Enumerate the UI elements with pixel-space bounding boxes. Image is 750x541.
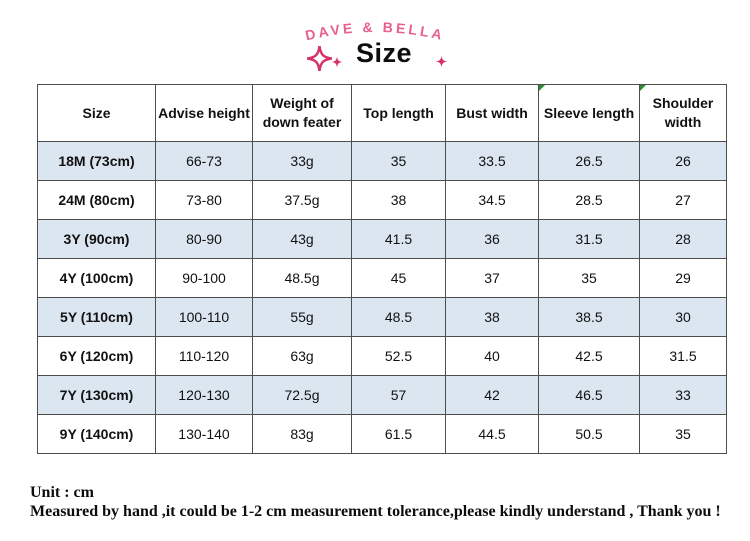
value-cell: 80-90 [155,219,253,259]
page-title: Size [355,38,413,68]
value-cell: 110-120 [155,336,253,376]
value-cell: 40 [445,336,539,376]
table-row: 4Y (100cm) 90-100 48.5g 45 37 35 29 [37,258,727,298]
value-cell: 31.5 [538,219,640,259]
value-cell: 33g [252,141,352,181]
cell-flag-icon [539,85,545,91]
value-cell: 33 [639,375,727,415]
column-header-top-length: Top length [351,84,446,142]
value-cell: 33.5 [445,141,539,181]
size-cell: 18M (73cm) [37,141,156,181]
value-cell: 83g [252,414,352,454]
size-cell: 3Y (90cm) [37,219,156,259]
value-cell: 66-73 [155,141,253,181]
value-cell: 38 [351,180,446,220]
value-cell: 46.5 [538,375,640,415]
sparkle-icon [306,45,333,72]
value-cell: 44.5 [445,414,539,454]
footer-note: Unit : cm Measured by hand ,it could be … [30,483,740,521]
value-cell: 90-100 [155,258,253,298]
value-cell: 35 [538,258,640,298]
brand-arc: DAVE & BELLA [304,19,444,43]
value-cell: 37.5g [252,180,352,220]
value-cell: 100-110 [155,297,253,337]
value-cell: 30 [639,297,727,337]
cell-flag-icon [640,85,646,91]
value-cell: 63g [252,336,352,376]
value-cell: 29 [639,258,727,298]
value-cell: 55g [252,297,352,337]
value-cell: 37 [445,258,539,298]
column-header-bust-width: Bust width [445,84,539,142]
value-cell: 38.5 [538,297,640,337]
value-cell: 130-140 [155,414,253,454]
table-row: 24M (80cm) 73-80 37.5g 38 34.5 28.5 27 [37,180,727,220]
value-cell: 61.5 [351,414,446,454]
value-cell: 57 [351,375,446,415]
value-cell: 72.5g [252,375,352,415]
value-cell: 50.5 [538,414,640,454]
value-cell: 41.5 [351,219,446,259]
value-cell: 43g [252,219,352,259]
value-cell: 26.5 [538,141,640,181]
value-cell: 35 [351,141,446,181]
size-cell: 4Y (100cm) [37,258,156,298]
value-cell: 34.5 [445,180,539,220]
size-cell: 9Y (140cm) [37,414,156,454]
size-table: Size Advise height Weight of down feater… [37,84,727,454]
value-cell: 48.5g [252,258,352,298]
column-header-shoulder-width: Shoulder width [639,84,727,142]
value-cell: 120-130 [155,375,253,415]
value-cell: 45 [351,258,446,298]
size-cell: 5Y (110cm) [37,297,156,337]
table-row: 18M (73cm) 66-73 33g 35 33.5 26.5 26 [37,141,727,181]
column-header-sleeve-length: Sleeve length [538,84,640,142]
value-cell: 26 [639,141,727,181]
value-cell: 35 [639,414,727,454]
table-body: 18M (73cm) 66-73 33g 35 33.5 26.5 26 24M (80cm)… [37,141,727,454]
value-cell: 28.5 [538,180,640,220]
column-header-label: Shoulder width [652,95,714,130]
value-cell: 52.5 [351,336,446,376]
size-cell: 7Y (130cm) [37,375,156,415]
column-header-label: Sleeve length [543,104,635,121]
column-header-size: Size [37,84,156,142]
table-row: 9Y (140cm) 130-140 83g 61.5 44.5 50.5 35 [37,414,727,454]
table-row: 7Y (130cm) 120-130 72.5g 57 42 46.5 33 [37,375,727,415]
value-cell: 27 [639,180,727,220]
value-cell: 73-80 [155,180,253,220]
sparkle-icon [331,56,343,68]
value-cell: 28 [639,219,727,259]
size-cell: 6Y (120cm) [37,336,156,376]
column-header-advise-height: Advise height [155,84,253,142]
column-header-weight: Weight of down feater [252,84,352,142]
table-row: 5Y (110cm) 100-110 55g 48.5 38 38.5 30 [37,297,727,337]
value-cell: 42.5 [538,336,640,376]
table-row: 6Y (120cm) 110-120 63g 52.5 40 42.5 31.5 [37,336,727,376]
value-cell: 42 [445,375,539,415]
value-cell: 36 [445,219,539,259]
unit-label: Unit : cm [30,484,94,501]
value-cell: 31.5 [639,336,727,376]
tolerance-note: Measured by hand ,it could be 1-2 cm mea… [30,503,721,520]
size-cell: 24M (80cm) [37,180,156,220]
sparkle-icon [435,55,448,68]
value-cell: 38 [445,297,539,337]
table-row: 3Y (90cm) 80-90 43g 41.5 36 31.5 28 [37,219,727,259]
value-cell: 48.5 [351,297,446,337]
table-header: Size Advise height Weight of down feater… [37,84,727,142]
